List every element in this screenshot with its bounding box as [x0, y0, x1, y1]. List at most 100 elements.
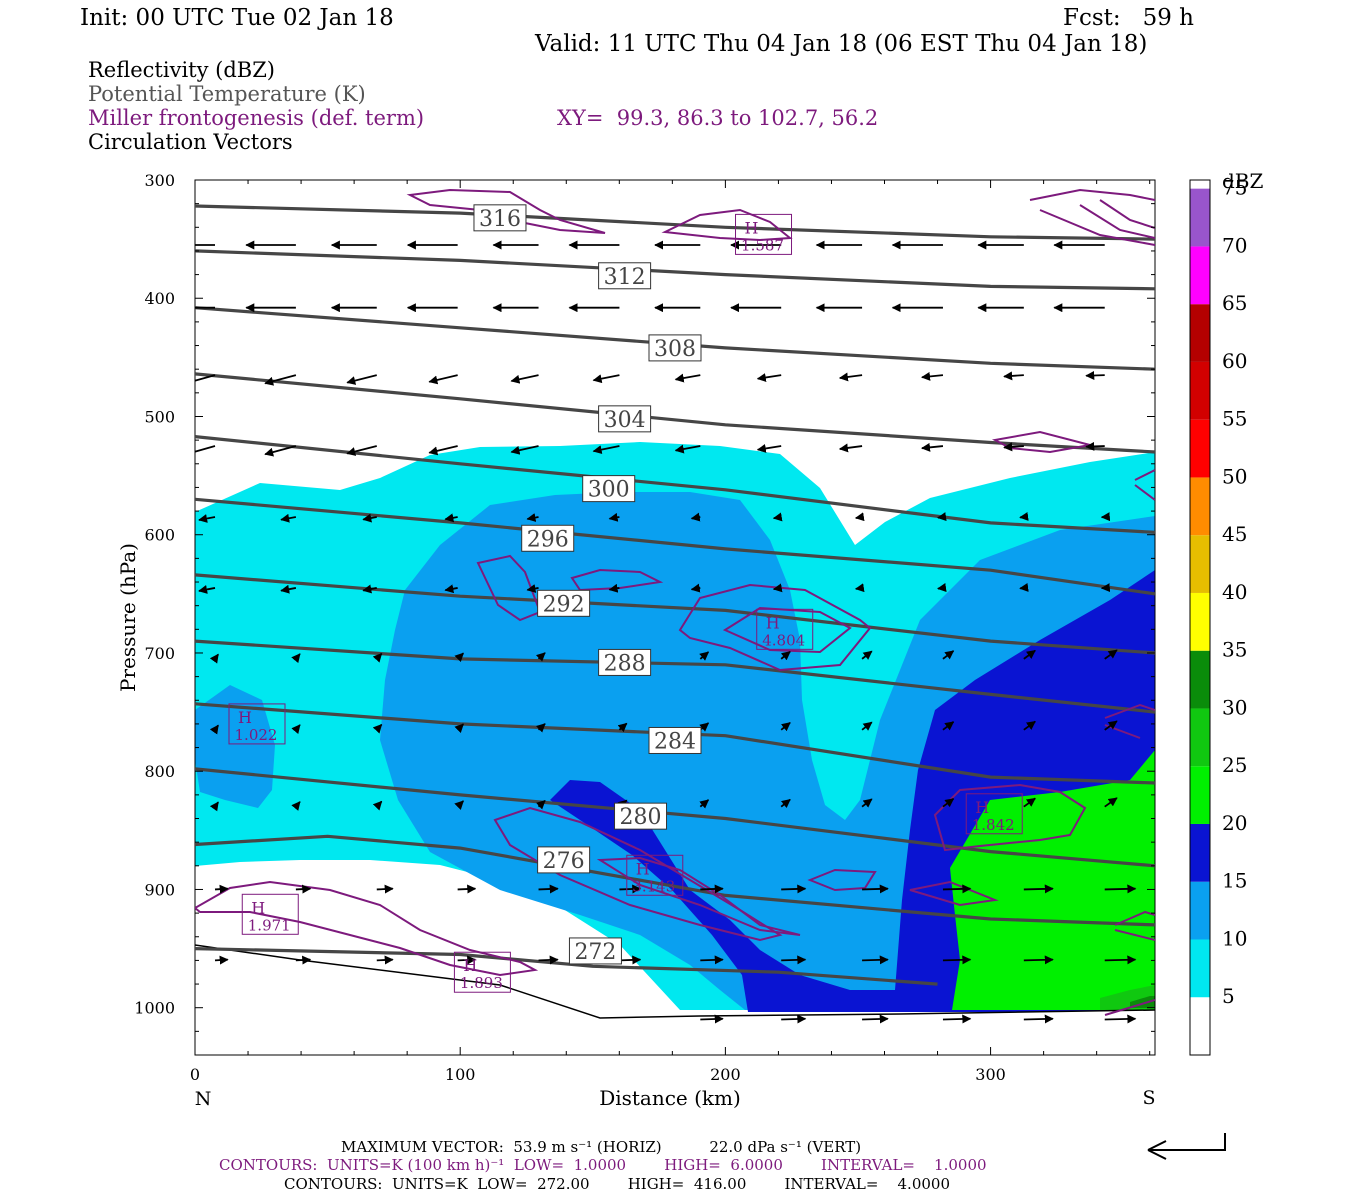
circulation-vector	[942, 721, 955, 731]
theta-label-box	[648, 334, 702, 362]
theta-label: 276	[543, 849, 585, 874]
theta-label-box	[614, 802, 668, 830]
fgen-max-box	[626, 854, 684, 896]
circulation-vector	[209, 653, 219, 664]
circulation-vector	[510, 374, 539, 384]
fgen-max-marker: H	[463, 956, 477, 975]
forecast-hour: Fcst: 59 h	[1063, 5, 1194, 31]
circulation-vector	[1104, 955, 1137, 965]
field-theta: Potential Temperature (K)	[88, 82, 366, 106]
x-tick-label: 300	[975, 1065, 1006, 1084]
circulation-vector	[454, 800, 464, 810]
fgen-max-marker: H	[975, 798, 989, 817]
theta-label-box	[582, 475, 636, 503]
theta-label-box	[473, 204, 527, 232]
colorbar-swatch	[1190, 823, 1210, 882]
circulation-vector	[428, 374, 458, 385]
circulation-vector	[457, 955, 477, 965]
colorbar-level: 70	[1222, 233, 1247, 257]
circulation-vector	[937, 583, 947, 592]
circulation-vector	[362, 513, 377, 523]
x-tick-label: 200	[710, 1065, 741, 1084]
circulation-vector	[699, 722, 710, 732]
circulation-vector	[862, 1014, 889, 1024]
fgen-max-box	[735, 213, 793, 255]
circulation-vector	[592, 374, 620, 384]
circulation-vector	[690, 583, 701, 593]
theta-label-box	[598, 405, 652, 433]
theta-label: 292	[543, 592, 585, 617]
circulation-vector	[1104, 884, 1137, 894]
circulation-vector	[861, 798, 873, 808]
circulation-vector	[444, 513, 458, 523]
circulation-vector	[372, 723, 383, 734]
circulation-vector	[772, 583, 783, 593]
colorbar-cap	[1190, 180, 1210, 189]
circulation-vector	[291, 653, 301, 664]
theta-label-box	[598, 262, 652, 290]
circulation-vector	[700, 955, 724, 965]
y-tick-label: 600	[144, 526, 175, 545]
y-tick-label: 500	[144, 407, 175, 426]
cross-section-endpoints: XY= 99.3, 86.3 to 102.7, 56.2	[557, 106, 879, 130]
circulation-vector	[690, 512, 701, 522]
theta-contour-312	[195, 249, 1155, 291]
fgen-max-value: 1.971	[248, 916, 291, 934]
circulation-vector	[862, 884, 889, 894]
circulation-vector	[756, 444, 782, 453]
circulation-vector	[454, 652, 464, 663]
circulation-vector	[538, 884, 559, 894]
fgen-max-box	[965, 793, 1023, 835]
circulation-vector	[291, 801, 301, 811]
circulation-vector	[198, 585, 216, 594]
circulation-vector	[362, 584, 377, 594]
circulation-vector	[209, 724, 219, 735]
circulation-vector	[264, 374, 297, 386]
theta-label-box	[537, 846, 591, 874]
fgen-max-value: 3.143	[632, 877, 675, 895]
fgen-max-marker: H	[636, 859, 650, 878]
fgen-max-marker: H	[238, 708, 252, 727]
circulation-vector	[346, 374, 377, 385]
fgen-contour	[909, 880, 1155, 1016]
y-axis-label: Pressure (hPa)	[116, 543, 140, 692]
circulation-vector	[280, 584, 297, 594]
colorbar-swatch	[1190, 766, 1210, 824]
circulation-vector	[295, 884, 312, 894]
colorbar-level: 45	[1222, 522, 1247, 546]
colorbar-swatch	[1190, 304, 1210, 362]
circulation-vector	[535, 723, 546, 733]
circulation-vector	[674, 373, 701, 383]
circulation-vector	[780, 651, 791, 661]
fgen-max-value: 4.804	[762, 631, 805, 649]
circulation-vector	[526, 513, 539, 522]
y-tick-label: 900	[144, 880, 175, 899]
theta-label: 288	[604, 651, 646, 676]
circulation-vector	[838, 372, 863, 382]
field-reflectivity: Reflectivity (dBZ)	[88, 58, 276, 82]
circulation-vector	[619, 955, 642, 965]
circulation-vector	[608, 512, 620, 522]
circulation-vector	[1085, 441, 1105, 451]
theta-label: 272	[574, 940, 616, 965]
fgen-max-box	[756, 608, 814, 650]
theta-label-box	[598, 648, 652, 676]
reflectivity-20dbz-area	[950, 750, 1155, 1010]
circulation-vector	[942, 650, 955, 660]
circulation-vector	[921, 442, 944, 452]
colorbar-swatch	[1190, 708, 1210, 767]
circulation-vector	[535, 800, 546, 810]
circulation-vector	[1085, 370, 1105, 380]
fgen-contour	[1134, 469, 1155, 501]
circulation-vector	[674, 444, 701, 454]
circulation-vector	[921, 371, 944, 381]
circulation-vector	[198, 514, 216, 523]
max-vector-note: MAXIMUM VECTOR: 53.9 m s⁻¹ (HORIZ) 22.0 …	[341, 1138, 862, 1156]
theta-contour-308	[195, 306, 1155, 371]
circulation-vector	[942, 798, 955, 808]
circulation-vector	[209, 801, 219, 812]
fgen-max-box	[241, 893, 299, 935]
circulation-vector	[1104, 649, 1118, 660]
fgen-max-box	[228, 703, 286, 745]
